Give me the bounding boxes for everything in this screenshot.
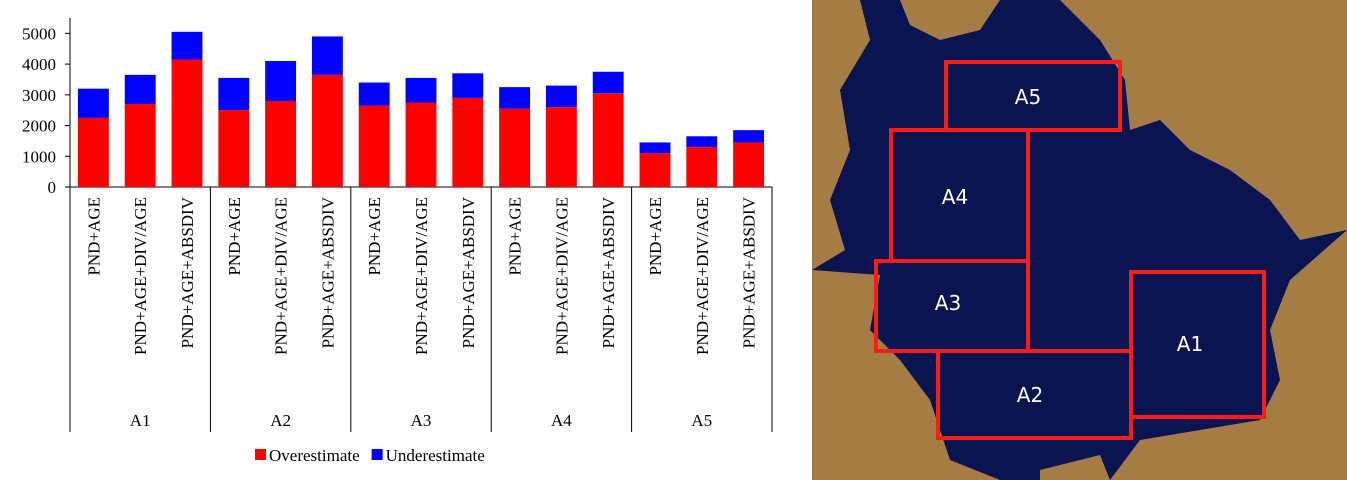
y-tick-label: 1000 bbox=[22, 147, 56, 166]
bar-segment bbox=[218, 110, 250, 187]
bar-segment bbox=[265, 100, 297, 187]
bar-segment bbox=[124, 104, 156, 187]
x-tick-label: PND+AGE+DIV/AGE bbox=[412, 197, 431, 355]
x-tick-label: PND+AGE bbox=[506, 197, 525, 276]
x-tick-label: PND+AGE bbox=[646, 197, 665, 276]
x-tick-label: PND+AGE+ABSDIV bbox=[740, 196, 759, 348]
bar-segment bbox=[311, 74, 343, 187]
bar-segment bbox=[218, 77, 250, 111]
region-box bbox=[936, 349, 1133, 440]
x-tick-label: PND+AGE+ABSDIV bbox=[318, 196, 337, 348]
bar-segment bbox=[405, 102, 437, 187]
legend-label: Underestimate bbox=[386, 446, 485, 465]
bar-segment bbox=[545, 107, 577, 187]
region-label: A4 bbox=[942, 185, 968, 209]
y-tick-label: 2000 bbox=[22, 117, 56, 136]
x-tick-label: PND+AGE bbox=[84, 197, 103, 276]
bar-segment bbox=[592, 93, 624, 187]
group-label: A2 bbox=[270, 411, 291, 430]
region-label: A5 bbox=[1015, 85, 1041, 109]
x-tick-label: PND+AGE+ABSDIV bbox=[599, 196, 618, 348]
x-tick-label: PND+AGE+DIV/AGE bbox=[693, 197, 712, 355]
legend-swatch bbox=[371, 449, 383, 460]
bar-segment bbox=[77, 117, 109, 187]
y-tick-label: 3000 bbox=[22, 86, 56, 105]
chart: 0 1000 2000 3000 4000 5000 PND+AGE PND+AGE+DIV/… bbox=[22, 18, 773, 465]
x-tick-label: PND+AGE+ABSDIV bbox=[178, 196, 197, 348]
bar-segment bbox=[171, 59, 203, 187]
group-label: A1 bbox=[130, 411, 151, 430]
x-tick-label: PND+AGE+DIV/AGE bbox=[131, 197, 150, 355]
bar-segment bbox=[452, 73, 484, 98]
land bbox=[812, 0, 1347, 480]
legend-swatch bbox=[255, 449, 266, 460]
legend-label: Overestimate bbox=[269, 446, 360, 465]
region-box bbox=[1129, 270, 1266, 419]
bar-segment bbox=[639, 153, 671, 187]
x-tick-label: PND+AGE+ABSDIV bbox=[459, 196, 478, 348]
bar-segment bbox=[452, 97, 484, 187]
group-label: A4 bbox=[551, 411, 572, 430]
bar-segment bbox=[265, 61, 297, 101]
region-box bbox=[944, 60, 1122, 132]
bar-segment bbox=[405, 77, 437, 103]
bar-segment bbox=[358, 105, 390, 187]
bar-segment bbox=[686, 147, 718, 187]
bar-segment bbox=[733, 130, 765, 143]
bar-segment bbox=[592, 71, 624, 94]
x-tick-label: PND+AGE+DIV/AGE bbox=[552, 197, 571, 355]
group-label: A3 bbox=[411, 411, 432, 430]
bar-segment bbox=[733, 142, 765, 187]
bar-segment bbox=[686, 136, 718, 148]
x-tick-label: PND+AGE+DIV/AGE bbox=[272, 197, 291, 355]
region-label: A2 bbox=[1017, 383, 1043, 407]
x-tick-label: PND+AGE bbox=[365, 197, 384, 276]
bar-segment bbox=[171, 31, 203, 60]
x-tick-label: PND+AGE bbox=[225, 197, 244, 276]
region-label: A3 bbox=[935, 291, 961, 315]
bar-segment bbox=[358, 82, 390, 106]
bar-segment bbox=[77, 88, 109, 118]
bar-segment bbox=[545, 85, 577, 108]
region-label: A1 bbox=[1177, 332, 1203, 356]
bar-segment bbox=[639, 142, 671, 154]
bar-segment bbox=[499, 108, 531, 187]
bar-segment bbox=[499, 87, 531, 109]
y-tick-label: 0 bbox=[48, 178, 57, 197]
y-tick-label: 5000 bbox=[22, 24, 56, 43]
bar-segment bbox=[311, 36, 343, 75]
bar-segment bbox=[124, 74, 156, 105]
region-boxes bbox=[874, 60, 1266, 440]
group-label: A5 bbox=[691, 411, 712, 430]
map: A1 A2 A3 A4 A5 bbox=[812, 0, 1347, 480]
y-tick-label: 4000 bbox=[22, 55, 56, 74]
